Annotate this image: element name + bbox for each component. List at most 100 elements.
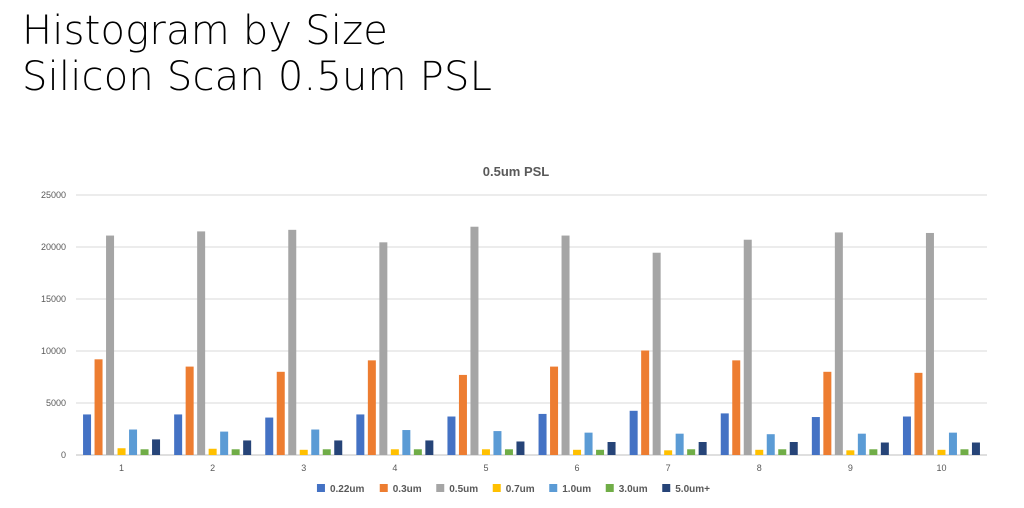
bar-1.0um-6 (584, 432, 593, 455)
y-tick-label: 15000 (41, 294, 66, 304)
bar-0.5um-8 (743, 239, 752, 455)
y-tick-label: 10000 (41, 346, 66, 356)
bar-0.5um-2 (197, 231, 206, 455)
x-tick-label: 10 (936, 463, 946, 473)
bar-0.3um-3 (276, 371, 285, 455)
bar-1.0um-9 (857, 433, 866, 455)
bar-0.5um-3 (288, 229, 297, 455)
bar-0.3um-4 (367, 360, 376, 455)
y-tick-label: 25000 (41, 190, 66, 200)
legend-label: 5.0um+ (675, 484, 710, 495)
bar-1.0um-7 (675, 433, 684, 455)
legend-label: 0.3um (393, 484, 422, 495)
bar-0.22um-3 (265, 417, 274, 455)
legend-swatch (662, 484, 671, 492)
bar-5.0um+-1 (152, 439, 161, 455)
bar-1.0um-3 (311, 429, 320, 455)
x-tick-label: 1 (119, 463, 124, 473)
bar-0.7um-8 (755, 449, 764, 455)
bar-0.7um-9 (846, 450, 855, 455)
bar-1.0um-10 (948, 432, 957, 455)
legend-swatch (549, 484, 558, 492)
y-axis-ticks: 0 5000 10000 15000 20000 25000 (41, 190, 66, 460)
bar-3.0um-1 (140, 449, 149, 455)
bar-0.3um-10 (914, 372, 923, 455)
bar-0.22um-9 (811, 417, 820, 455)
bar-1.0um-8 (766, 434, 775, 455)
bar-0.22um-8 (720, 413, 729, 455)
x-tick-label: 6 (575, 463, 580, 473)
legend: 0.22um 0.3um 0.5um 0.7um 1.0um 3.0um 5.0um+ (316, 484, 710, 495)
x-tick-label: 5 (483, 463, 488, 473)
bar-0.3um-5 (458, 374, 467, 455)
slide-title-line-1: Histogram by Size (22, 8, 389, 54)
legend-swatch (379, 484, 388, 492)
bar-3.0um-7 (687, 449, 696, 455)
bar-0.5um-7 (652, 252, 661, 455)
bar-3.0um-10 (960, 449, 969, 455)
bars (83, 226, 980, 455)
x-tick-label: 9 (848, 463, 853, 473)
bar-0.5um-1 (106, 235, 115, 455)
y-tick-label: 20000 (41, 242, 66, 252)
legend-label: 3.0um (619, 484, 648, 495)
bar-0.7um-7 (664, 450, 673, 455)
legend-label: 1.0um (562, 484, 591, 495)
bar-3.0um-5 (504, 449, 513, 455)
bar-0.3um-8 (732, 360, 741, 455)
bar-0.3um-1 (94, 359, 103, 455)
bar-0.22um-2 (174, 414, 183, 455)
slide-title: Histogram by Size Silicon Scan 0.5um PSL (22, 8, 492, 100)
bar-0.22um-10 (902, 416, 911, 455)
bar-3.0um-4 (413, 449, 422, 455)
legend-swatch (492, 484, 501, 492)
bar-3.0um-9 (869, 449, 878, 455)
bar-5.0um+-8 (789, 442, 798, 455)
bar-0.7um-4 (390, 449, 399, 455)
bar-0.5um-6 (561, 235, 570, 455)
bar-0.22um-7 (629, 410, 638, 455)
bar-5.0um+-2 (243, 440, 252, 455)
bar-1.0um-2 (220, 431, 229, 455)
x-tick-label: 7 (666, 463, 671, 473)
legend-label: 0.22um (330, 484, 365, 495)
slide-title-line-2: Silicon Scan 0.5um PSL (22, 54, 493, 100)
bar-0.3um-2 (185, 366, 194, 455)
bar-0.22um-5 (447, 416, 456, 455)
bar-5.0um+-9 (880, 442, 889, 455)
legend-swatch (436, 484, 445, 492)
bar-5.0um+-3 (334, 440, 343, 455)
bar-0.7um-2 (208, 448, 217, 455)
legend-swatch (605, 484, 614, 492)
bar-0.22um-1 (83, 414, 92, 455)
bar-0.3um-9 (823, 371, 832, 455)
x-tick-label: 4 (392, 463, 397, 473)
bar-0.5um-10 (925, 232, 934, 455)
x-tick-label: 3 (301, 463, 306, 473)
chart-title: 0.5um PSL (483, 164, 550, 179)
y-tick-label: 0 (61, 450, 66, 460)
legend-label: 0.7um (506, 484, 535, 495)
legend-label: 0.5um (449, 484, 478, 495)
bar-5.0um+-7 (698, 442, 707, 455)
bar-0.7um-1 (117, 448, 126, 455)
bar-3.0um-8 (778, 449, 787, 455)
bar-0.22um-4 (356, 414, 365, 455)
x-tick-label: 2 (210, 463, 215, 473)
y-tick-label: 5000 (46, 398, 66, 408)
bar-1.0um-5 (493, 431, 502, 455)
legend-swatch (316, 484, 325, 492)
x-axis-ticks: 1 2 3 4 5 6 7 8 9 10 (119, 463, 946, 473)
bar-0.3um-6 (550, 366, 559, 455)
bar-5.0um+-10 (971, 442, 980, 455)
bar-0.5um-5 (470, 226, 479, 455)
bar-5.0um+-6 (607, 442, 616, 455)
bar-0.5um-4 (379, 242, 388, 455)
bar-1.0um-1 (129, 429, 138, 455)
x-tick-label: 8 (757, 463, 762, 473)
gridlines (76, 194, 987, 456)
bar-0.7um-3 (299, 449, 308, 455)
bar-0.7um-10 (937, 449, 946, 455)
bar-0.5um-9 (834, 232, 843, 455)
